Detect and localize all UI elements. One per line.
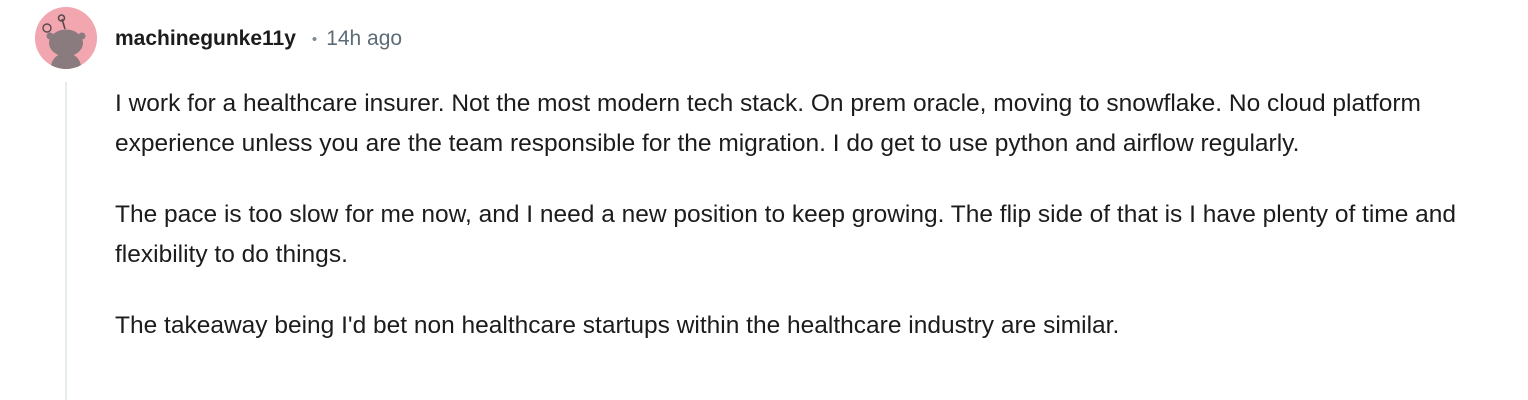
comment-paragraph: The takeaway being I'd bet non healthcar…	[115, 312, 1120, 339]
timestamp[interactable]: 14h ago	[326, 27, 403, 50]
username[interactable]: machinegunke11y	[115, 27, 296, 50]
comment-body: I work for a healthcare insurer. Not the…	[115, 84, 1510, 377]
snoo-avatar-icon	[35, 7, 97, 69]
comment-paragraph: I work for a healthcare insurer. Not the…	[115, 90, 1421, 157]
avatar[interactable]	[35, 7, 97, 69]
comment-paragraph: The pace is too slow for me now, and I n…	[115, 201, 1457, 268]
separator-dot: •	[311, 30, 318, 48]
thread-line[interactable]	[65, 82, 67, 400]
comment-meta: machinegunke11y • 14h ago	[115, 24, 402, 54]
